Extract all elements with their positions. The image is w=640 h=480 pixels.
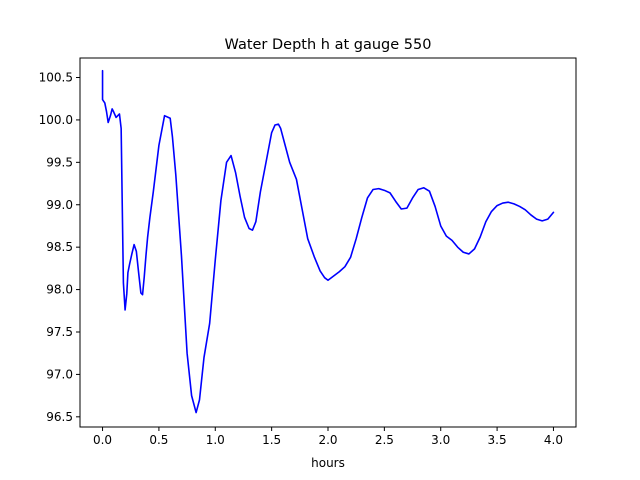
y-tick-label: 100.5	[39, 71, 73, 85]
y-tick-label: 100.0	[39, 113, 73, 127]
y-tick-label: 97.0	[46, 367, 73, 381]
x-tick-label: 2.0	[318, 433, 337, 447]
x-axis: 0.0 0.5 1.0 1.5 2.0 2.5 3.0 3.5 4.0	[93, 427, 563, 447]
y-axis: 96.5 97.0 97.5 98.0 98.5 99.0 99.5 100.0 100.5	[39, 71, 80, 424]
x-tick-label: 0.0	[93, 433, 112, 447]
chart-title: Water Depth h at gauge 550	[225, 37, 432, 53]
x-tick-label: 4.0	[544, 433, 563, 447]
x-tick-label: 1.0	[206, 433, 225, 447]
series-line-0	[101, 69, 555, 414]
x-tick-label: 1.5	[262, 433, 281, 447]
y-tick-label: 99.0	[46, 198, 73, 212]
x-tick-label: 3.5	[488, 433, 507, 447]
y-tick-label: 96.5	[46, 410, 73, 424]
x-tick-label: 0.5	[149, 433, 168, 447]
x-tick-label: 2.5	[375, 433, 394, 447]
x-tick-label: 3.0	[431, 433, 450, 447]
y-tick-label: 97.5	[46, 325, 73, 339]
y-tick-label: 98.0	[46, 283, 73, 297]
x-axis-title: hours	[311, 456, 345, 470]
y-tick-label: 99.5	[46, 155, 73, 169]
y-tick-label: 98.5	[46, 240, 73, 254]
